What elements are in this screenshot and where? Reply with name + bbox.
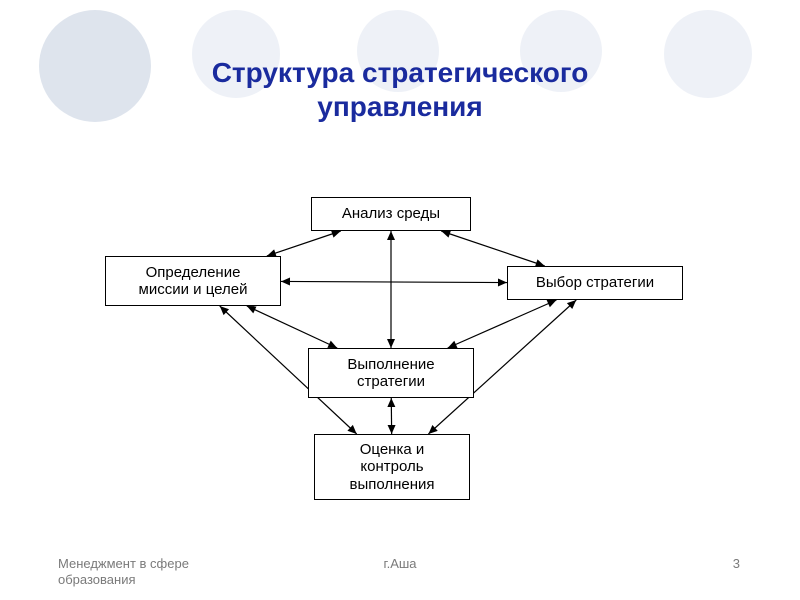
title-line2: управления — [317, 91, 482, 122]
node-choice-label: Выбор стратегии — [536, 274, 654, 291]
page-title: Структура стратегического управления — [0, 56, 800, 123]
node-execute-label: Выполнениестратегии — [347, 356, 434, 391]
node-mission-label: Определениемиссии и целей — [139, 264, 248, 299]
node-mission: Определениемиссии и целей — [105, 256, 281, 306]
node-analysis-label: Анализ среды — [342, 205, 440, 222]
node-control: Оценка иконтрольвыполнения — [314, 434, 470, 500]
footer-right: 3 — [733, 556, 740, 571]
node-choice: Выбор стратегии — [507, 266, 683, 300]
node-analysis: Анализ среды — [311, 197, 471, 231]
footer-center: г.Аша — [0, 556, 800, 571]
title-line1: Структура стратегического — [212, 57, 589, 88]
node-control-label: Оценка иконтрольвыполнения — [349, 441, 434, 493]
node-execute: Выполнениестратегии — [308, 348, 474, 398]
